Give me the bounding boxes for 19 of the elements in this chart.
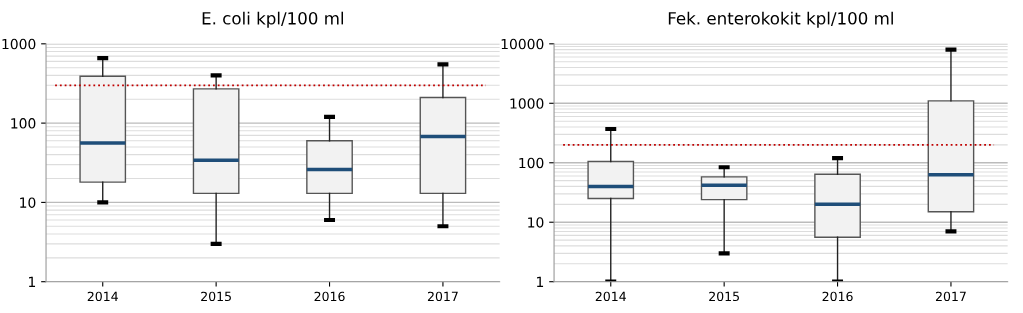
x-tick-label: 2014 — [87, 291, 118, 302]
y-tick-label: 1 — [537, 276, 544, 287]
y-tick-label: 1000 — [2, 38, 36, 50]
y-tick-label: 10000 — [501, 38, 544, 50]
y-tick-label: 100 — [11, 118, 36, 129]
x-tick-label: 2017 — [427, 291, 458, 302]
chart-title: Fek. enterokokit kpl/100 ml — [668, 11, 893, 28]
y-tick-label: 1000 — [510, 98, 544, 109]
y-tick-label: 1 — [29, 276, 36, 287]
x-tick-label: 2017 — [935, 291, 966, 302]
x-tick-label: 2014 — [595, 291, 626, 302]
x-tick-label: 2015 — [709, 291, 739, 302]
y-tick-label: 100 — [519, 157, 544, 169]
x-tick-label: 2016 — [314, 291, 345, 302]
chart-title: E. coli kpl/100 ml — [202, 11, 344, 28]
y-tick-label: 10 — [528, 217, 544, 228]
x-tick-label: 2015 — [201, 291, 231, 302]
y-tick-label: 10 — [20, 197, 36, 208]
x-tick-label: 2016 — [822, 291, 853, 302]
